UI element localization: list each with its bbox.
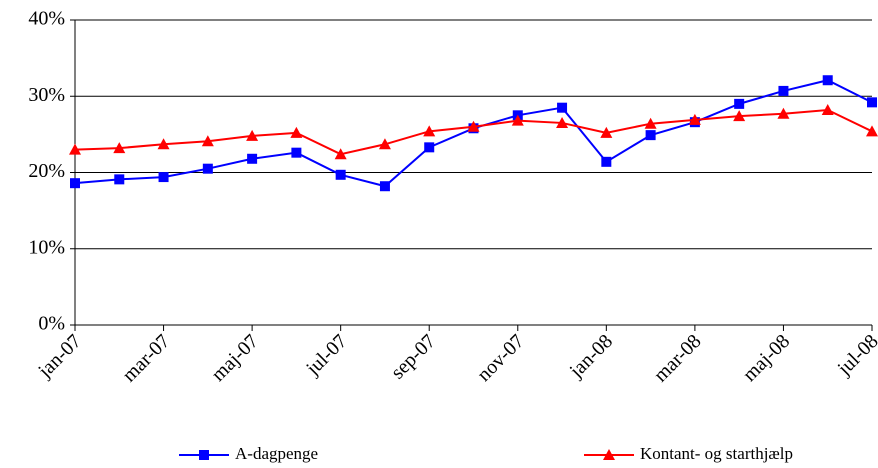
x-tick-label: jul-08 bbox=[833, 330, 878, 380]
marker bbox=[511, 114, 524, 126]
marker bbox=[424, 142, 435, 153]
marker bbox=[291, 147, 302, 158]
x-tick-label: maj-07 bbox=[207, 330, 263, 386]
marker bbox=[290, 126, 303, 138]
marker bbox=[778, 85, 789, 96]
marker bbox=[201, 135, 214, 147]
marker bbox=[202, 163, 213, 174]
x-tick-label: sep-07 bbox=[387, 330, 440, 383]
marker bbox=[866, 125, 878, 137]
marker bbox=[644, 117, 657, 129]
marker bbox=[557, 102, 568, 113]
marker bbox=[423, 125, 436, 137]
y-tick-label: 40% bbox=[28, 8, 65, 30]
marker bbox=[379, 181, 390, 192]
marker bbox=[114, 174, 125, 185]
x-tick-label: nov-07 bbox=[473, 330, 529, 386]
x-tick-label: mar-07 bbox=[118, 330, 174, 386]
marker bbox=[822, 75, 833, 86]
legend-marker bbox=[199, 450, 209, 460]
legend-label: A-dagpenge bbox=[235, 444, 318, 463]
y-tick-label: 20% bbox=[28, 160, 65, 182]
marker bbox=[335, 169, 346, 180]
marker bbox=[601, 156, 612, 167]
marker bbox=[733, 110, 746, 122]
marker bbox=[378, 138, 391, 150]
marker bbox=[334, 148, 347, 160]
y-tick-label: 0% bbox=[38, 313, 65, 335]
marker bbox=[69, 143, 81, 155]
marker bbox=[113, 142, 126, 154]
marker bbox=[158, 172, 169, 183]
marker bbox=[600, 126, 613, 138]
x-tick-label: mar-08 bbox=[650, 330, 706, 386]
marker bbox=[556, 116, 569, 128]
marker bbox=[246, 129, 259, 141]
y-tick-label: 30% bbox=[28, 84, 65, 106]
legend-marker bbox=[603, 449, 615, 460]
marker bbox=[645, 130, 656, 141]
marker bbox=[70, 178, 80, 189]
marker bbox=[688, 113, 701, 125]
x-tick-label: jan-08 bbox=[565, 330, 617, 382]
x-tick-label: maj-08 bbox=[739, 330, 795, 386]
marker bbox=[467, 120, 480, 132]
marker bbox=[867, 97, 877, 108]
marker bbox=[777, 107, 790, 119]
x-tick-label: jul-07 bbox=[301, 330, 351, 380]
x-tick-label: jan-07 bbox=[33, 330, 85, 382]
y-tick-label: 10% bbox=[28, 236, 65, 258]
marker bbox=[734, 98, 745, 109]
legend-label: Kontant- og starthjælp bbox=[640, 444, 793, 463]
marker bbox=[157, 138, 170, 150]
marker bbox=[821, 103, 834, 115]
marker bbox=[247, 153, 258, 164]
